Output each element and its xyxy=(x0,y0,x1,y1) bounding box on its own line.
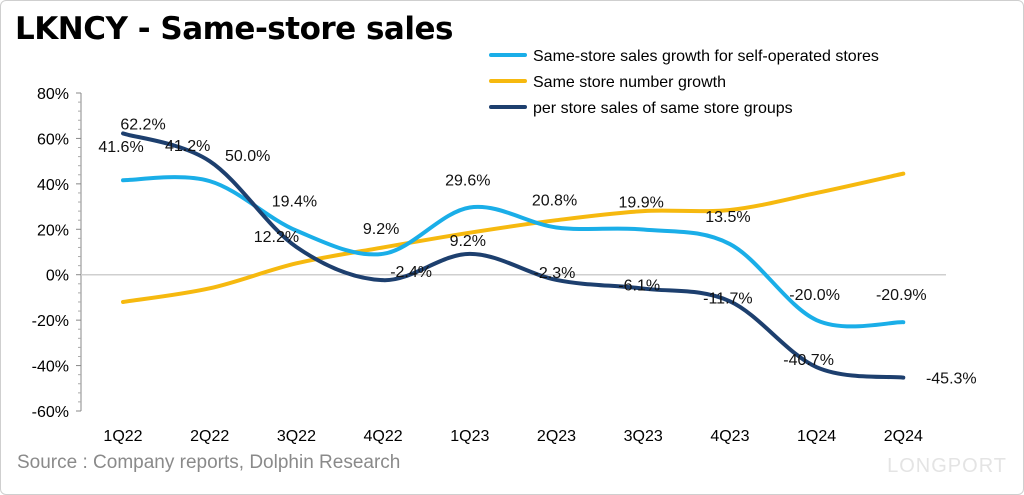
y-tick-label: 0% xyxy=(46,268,69,285)
y-tick-label: 60% xyxy=(37,131,69,148)
data-label: 9.2% xyxy=(363,221,399,238)
y-tick-label: 40% xyxy=(37,177,69,194)
x-tick-label: 3Q22 xyxy=(277,428,316,445)
data-label: 62.2% xyxy=(120,116,165,133)
data-label: -20.9% xyxy=(876,287,927,304)
legend-label: per store sales of same store groups xyxy=(533,100,793,117)
series-line-1 xyxy=(121,171,906,304)
y-tick-label: -40% xyxy=(32,359,69,376)
longport-logo: LONGPORT xyxy=(887,455,1007,477)
data-label: -11.7% xyxy=(703,290,753,307)
y-tick-label: -60% xyxy=(32,404,69,421)
data-label: 13.5% xyxy=(705,209,750,226)
data-label: 12.2% xyxy=(254,229,299,246)
data-label: -20.0% xyxy=(789,287,840,304)
data-label: -2.4% xyxy=(390,264,432,281)
legend-label: Same-store sales growth for self-operate… xyxy=(533,48,879,65)
x-tick-label: 1Q23 xyxy=(450,428,489,445)
x-tick-label: 2Q22 xyxy=(190,428,229,445)
data-label: -45.3% xyxy=(926,371,977,388)
y-tick-label: -20% xyxy=(32,313,69,330)
x-tick-label: 2Q23 xyxy=(537,428,576,445)
data-label: 19.4% xyxy=(272,194,317,211)
data-label: 19.9% xyxy=(619,195,664,212)
series-line-2 xyxy=(121,131,906,380)
x-tick-label: 4Q22 xyxy=(364,428,403,445)
data-label: 41.2% xyxy=(165,138,210,155)
data-label: 50.0% xyxy=(225,148,270,165)
data-label: 29.6% xyxy=(445,172,490,189)
legend-label: Same store number growth xyxy=(533,74,726,91)
data-label: 9.2% xyxy=(450,233,486,250)
data-label: -2.3% xyxy=(534,265,576,282)
chart-title: LKNCY - Same-store sales xyxy=(15,11,453,47)
data-label: -6.1% xyxy=(618,278,660,295)
x-tick-label: 3Q23 xyxy=(624,428,663,445)
x-tick-label: 1Q24 xyxy=(797,428,836,445)
x-tick-label: 4Q23 xyxy=(710,428,749,445)
source-note: Source : Company reports, Dolphin Resear… xyxy=(17,452,401,473)
data-label: 20.8% xyxy=(532,192,577,209)
data-label: 41.6% xyxy=(98,139,143,156)
y-tick-label: 80% xyxy=(37,86,69,103)
x-tick-label: 2Q24 xyxy=(884,428,923,445)
data-label: -40.7% xyxy=(783,352,834,369)
y-tick-label: 20% xyxy=(37,222,69,239)
x-tick-label: 1Q22 xyxy=(103,428,142,445)
